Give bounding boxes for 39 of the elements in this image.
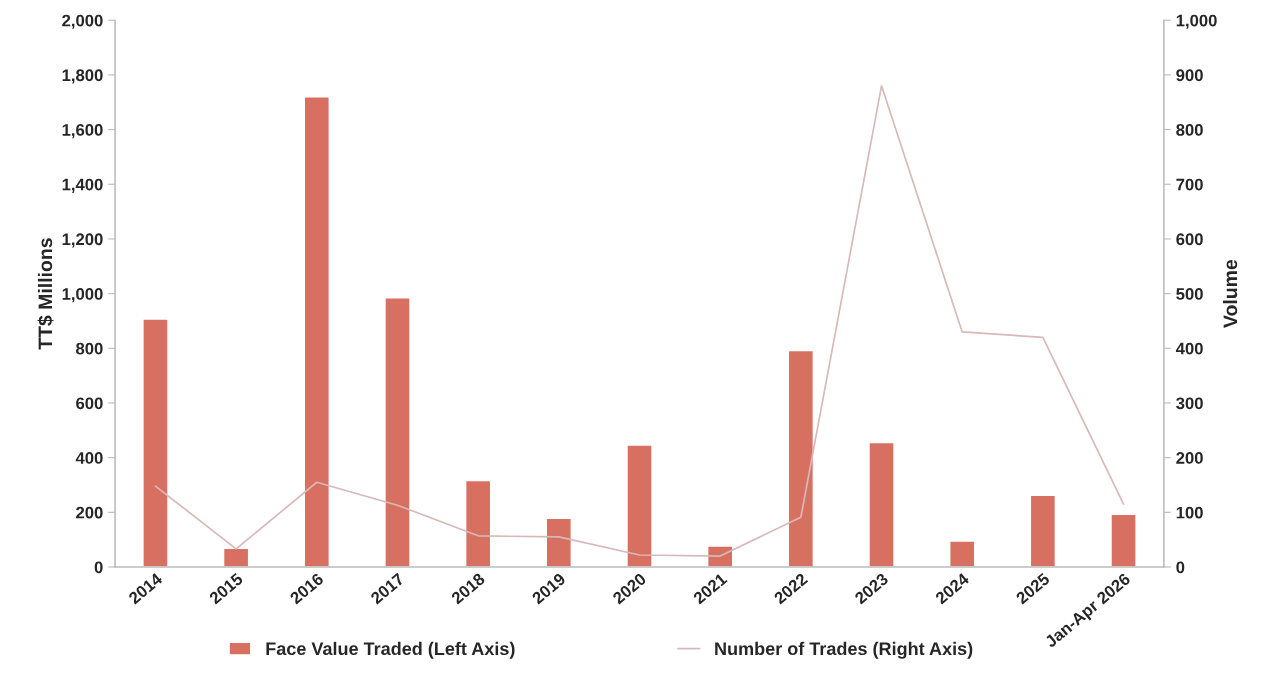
bar <box>1110 513 1137 567</box>
line-series <box>154 85 1125 557</box>
bar <box>787 349 815 567</box>
y2-tick-label: 0 <box>1176 561 1185 574</box>
bar <box>1029 494 1057 567</box>
y-tick-label: 2,000 <box>62 14 103 29</box>
bar <box>464 479 492 567</box>
y-axis-title: TT$ Millions <box>37 238 54 350</box>
y-tick-label: 800 <box>76 342 103 355</box>
y2-tick-label: 700 <box>1176 178 1203 191</box>
y-tick-label: 200 <box>76 506 103 519</box>
y2-tick-label: 200 <box>1176 452 1203 464</box>
bar <box>626 444 653 567</box>
y-tick-label: 600 <box>76 397 103 410</box>
y2-tick-label: 500 <box>1176 288 1203 300</box>
y-tick-label: 0 <box>94 561 103 574</box>
legend-label: Face Value Traded (Left Axis) <box>266 641 515 659</box>
bar <box>222 547 250 567</box>
y2-tick-label: 400 <box>1175 342 1203 355</box>
y-tick-label: 1,600 <box>62 124 103 139</box>
y-tick-label: 1,800 <box>62 69 103 84</box>
y-tick-label: 1,200 <box>62 233 103 248</box>
y2-tick-label: 1,000 <box>1176 14 1217 29</box>
legend-label: Number of Trades (Right Axis) <box>715 641 973 659</box>
y2-tick-label: 900 <box>1176 69 1203 82</box>
y2-tick-label: 300 <box>1176 397 1203 410</box>
bar <box>142 318 169 567</box>
y-tick-label: 400 <box>75 452 103 464</box>
bar <box>303 96 330 567</box>
bar <box>545 517 573 567</box>
bar <box>949 540 976 567</box>
y2-tick-label: 100 <box>1176 506 1203 519</box>
bar <box>868 441 895 567</box>
y2-axis-title: Volume <box>1222 259 1238 328</box>
bar <box>384 297 411 567</box>
y2-tick-label: 800 <box>1176 124 1203 136</box>
y-tick-label: 1,000 <box>62 288 103 303</box>
y2-tick-label: 600 <box>1176 233 1203 246</box>
y-tick-label: 1,400 <box>62 178 103 193</box>
